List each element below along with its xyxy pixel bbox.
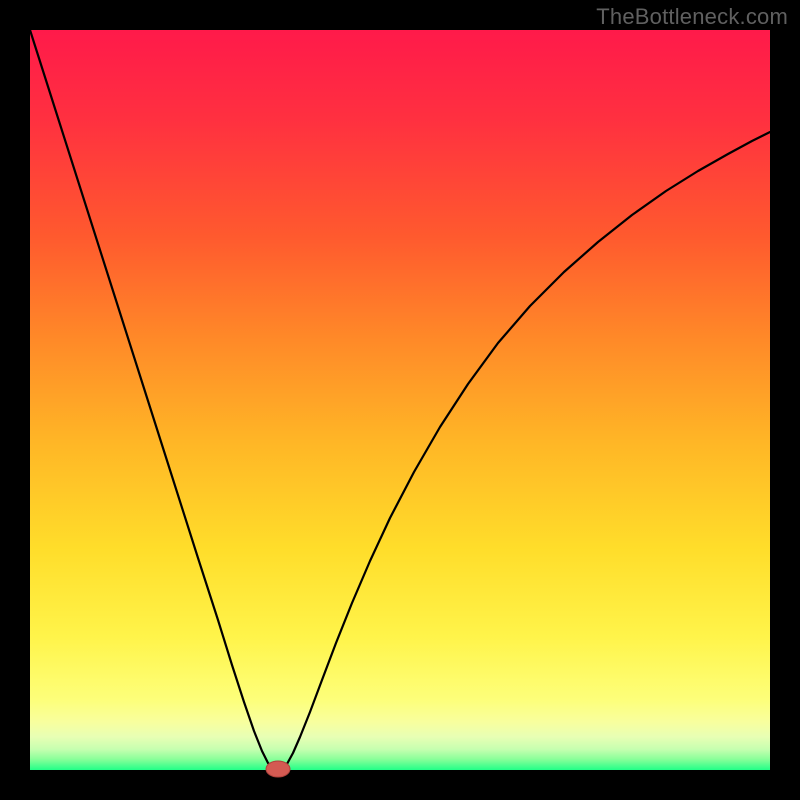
chart-container: { "watermark": "TheBottleneck.com", "cha… <box>0 0 800 800</box>
watermark-text: TheBottleneck.com <box>596 4 788 30</box>
plot-background <box>30 30 770 770</box>
bottleneck-chart <box>0 0 800 800</box>
optimal-marker <box>266 761 290 777</box>
